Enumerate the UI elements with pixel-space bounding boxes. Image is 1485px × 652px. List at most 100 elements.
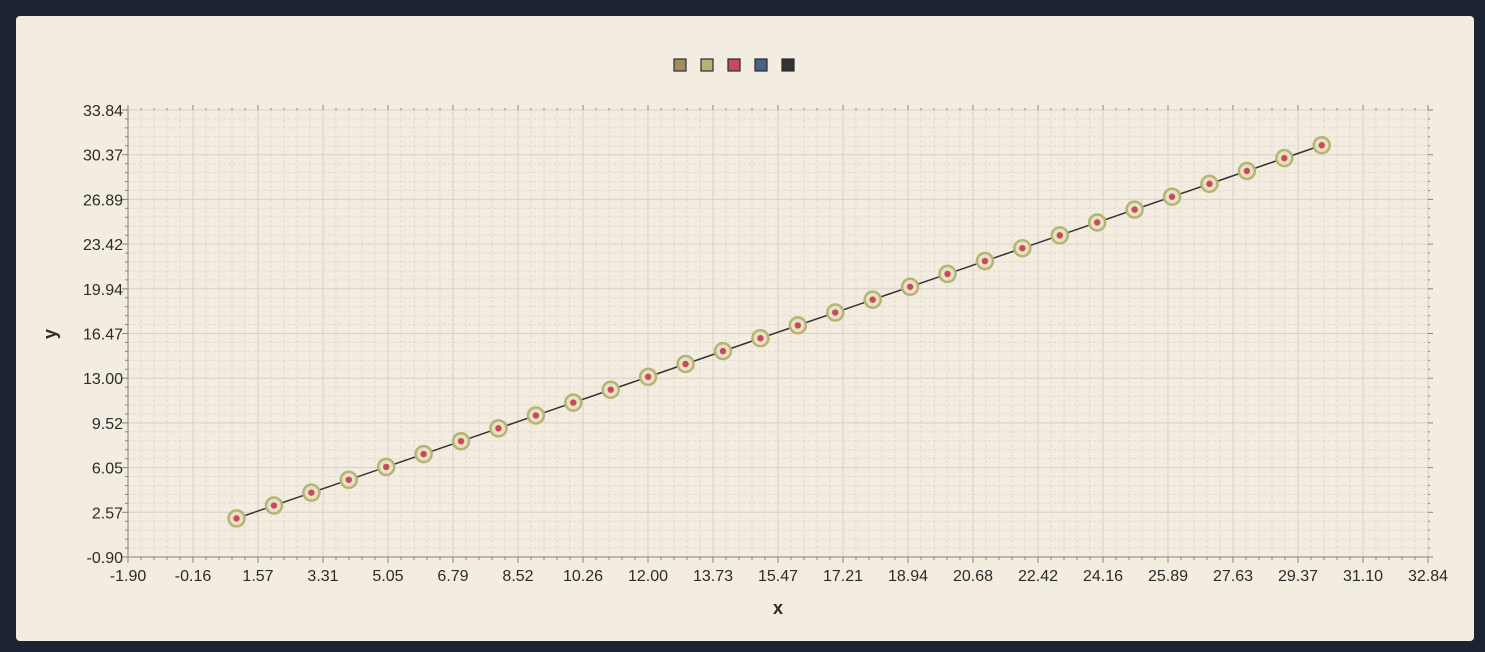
legend-swatch[interactable] [727,58,741,72]
data-point[interactable] [751,329,770,348]
data-point-center [644,373,652,381]
data-point[interactable] [489,419,508,438]
data-point-center [1243,167,1251,175]
data-point[interactable] [227,509,246,528]
data-point[interactable] [1013,238,1032,258]
y-tick-label: 19.94 [83,282,123,299]
data-point-center [1093,219,1101,226]
data-point[interactable] [863,290,882,309]
legend-swatch[interactable] [754,58,768,72]
y-tick-label: 6.05 [92,461,123,478]
y-tick-label: 9.52 [92,416,123,433]
data-point-center [1056,232,1063,239]
data-point[interactable] [900,277,920,297]
data-point[interactable] [376,457,396,477]
y-axis-ticks: -0.90 2.57 6.05 9.52 13.00 16.47 19.94 23.42 26.… [83,103,123,567]
legend-swatch[interactable] [781,58,795,72]
y-tick-label: 16.47 [83,327,123,344]
axes [122,105,1433,563]
x-tick-label: -1.90 [110,568,147,585]
data-point-center [383,463,390,471]
y-tick-label: 30.37 [83,148,123,165]
x-tick-label: 25.89 [1148,568,1188,585]
data-point[interactable] [826,303,845,322]
data-point[interactable] [1200,174,1219,194]
y-tick-label: 23.42 [83,237,123,254]
x-tick-label: 3.31 [307,568,338,585]
x-tick-label: 20.68 [953,568,993,585]
data-point-center [944,270,951,278]
series-line [236,144,1322,520]
data-point-center [457,437,465,445]
x-tick-label: 8.52 [502,568,533,585]
data-point-center [832,309,839,316]
x-tick-label: 31.10 [1343,568,1383,585]
data-point-center [1206,180,1213,188]
data-point-center [607,386,614,393]
x-tick-label: 17.21 [823,568,863,585]
data-point-center [981,257,989,265]
x-tick-label: 12.00 [628,568,668,585]
data-point[interactable] [1050,226,1070,245]
series-layer [227,136,1331,528]
data-point[interactable] [1312,136,1331,155]
data-point[interactable] [676,354,695,374]
data-point-center [757,335,764,342]
data-point[interactable] [526,406,546,425]
legend-swatch[interactable] [673,58,687,72]
x-tick-label: 24.16 [1083,568,1123,585]
legend[interactable] [673,58,795,72]
data-point-center [495,425,502,432]
data-point-center [270,502,278,509]
x-tick-label: 13.73 [693,568,733,585]
x-tick-label: 6.79 [437,568,468,585]
data-point[interactable] [1087,213,1107,232]
data-point[interactable] [788,316,808,335]
x-tick-label: 32.84 [1408,568,1448,585]
x-tick-label: -0.16 [175,568,212,585]
y-tick-label: 2.57 [92,505,123,522]
data-point[interactable] [1237,161,1257,181]
data-point[interactable] [339,470,359,490]
data-point-center [682,360,689,368]
x-tick-label: 15.47 [758,568,798,585]
x-axis-ticks: -1.90 -0.16 1.57 3.31 5.05 6.79 8.52 10.26 12.00… [110,568,1448,585]
data-point[interactable] [938,264,957,284]
y-tick-label: 33.84 [83,103,123,120]
data-point-center [1019,244,1026,252]
y-tick-label: 13.00 [83,371,123,388]
data-point[interactable] [302,483,321,502]
legend-swatch[interactable] [700,58,714,72]
x-tick-label: 10.26 [563,568,603,585]
data-point[interactable] [601,380,620,399]
data-point-center [1318,142,1325,149]
data-point-center [869,296,876,303]
y-tick-label: 26.89 [83,192,123,209]
data-point-center [233,515,240,522]
data-point-center [719,347,727,355]
data-point[interactable] [1162,187,1182,206]
data-point-center [308,489,315,496]
data-point[interactable] [713,341,733,361]
data-point-center [1168,193,1176,200]
data-point[interactable] [451,431,471,451]
x-tick-label: 18.94 [888,568,928,585]
data-point-center [420,450,427,458]
data-point[interactable] [975,251,995,271]
data-point[interactable] [414,444,433,464]
scatter-chart: -1.90 -0.16 1.57 3.31 5.05 6.79 8.52 10.26 12.00… [40,58,1448,618]
data-point-center [345,476,352,483]
data-point[interactable] [1125,200,1144,219]
data-point-center [906,283,914,290]
data-point[interactable] [264,496,284,515]
y-tick-label: -0.90 [87,550,124,567]
grid [127,109,1429,558]
data-point[interactable] [1275,148,1294,168]
data-point-center [1131,206,1138,213]
data-point-center [1281,154,1288,162]
data-point-center [532,412,540,419]
data-point[interactable] [564,393,583,412]
data-point-center [794,322,802,329]
x-axis-title: x [773,598,783,618]
data-point[interactable] [638,367,658,387]
